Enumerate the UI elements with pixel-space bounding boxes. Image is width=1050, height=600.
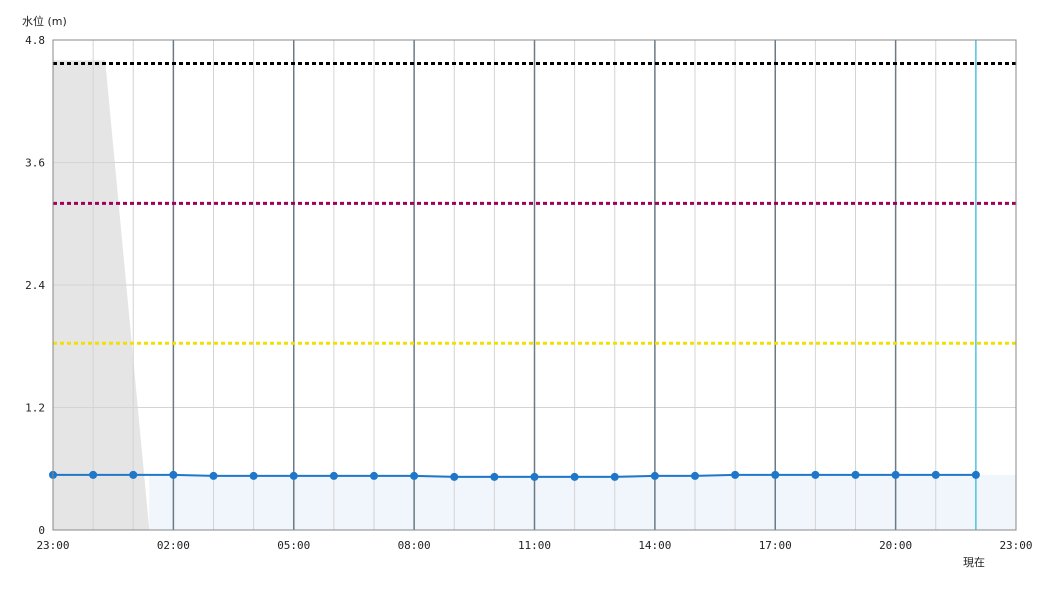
y-axis-title: 水位 (m) (22, 14, 67, 28)
data-point (931, 470, 940, 479)
data-point (169, 470, 178, 479)
data-point (811, 470, 820, 479)
plot-frame (52, 39, 1017, 531)
data-point (209, 471, 218, 480)
area-fill (149, 474, 1017, 530)
data-point (89, 470, 98, 479)
data-point (891, 470, 900, 479)
data-point (450, 472, 459, 481)
data-point (370, 471, 378, 480)
data-point (610, 472, 619, 481)
data-point (691, 471, 699, 480)
x-tick-label: 23:00 (999, 539, 1032, 552)
y-tick-label: 4.8 (25, 34, 45, 47)
data-point (971, 470, 980, 479)
axis-layer: 0 1.2 2.4 3.6 4.8 23:00 02:00 05:00 08:00 11:00 14… (25, 34, 1032, 552)
series-line (53, 473, 976, 478)
x-tick-label: 02:00 (157, 539, 190, 552)
now-label: 現在 (963, 556, 985, 569)
x-tick-label: 05:00 (277, 539, 310, 552)
data-point (129, 470, 138, 479)
series-layer (49, 470, 980, 481)
data-point (490, 472, 499, 481)
data-point (771, 470, 780, 479)
x-tick-label: 17:00 (759, 539, 792, 552)
y-tick-label: 2.4 (25, 279, 45, 292)
data-point (851, 470, 860, 479)
data-point (530, 472, 539, 481)
data-point (249, 471, 258, 480)
y-tick-label: 3.6 (25, 157, 45, 170)
x-tick-label: 11:00 (518, 539, 551, 552)
data-point (329, 471, 338, 480)
data-point (410, 471, 419, 480)
x-tick-label: 08:00 (398, 539, 431, 552)
x-tick-label: 20:00 (879, 539, 912, 552)
grid-layer (53, 39, 1016, 531)
data-point (731, 470, 740, 479)
x-tick-label: 23:00 (36, 539, 69, 552)
shaded-region (53, 60, 150, 531)
y-tick-label: 0 (38, 524, 45, 537)
data-point (570, 472, 579, 481)
data-point (289, 471, 298, 480)
y-tick-label: 1.2 (25, 402, 45, 415)
x-tick-label: 14:00 (638, 539, 671, 552)
data-point (650, 471, 659, 480)
